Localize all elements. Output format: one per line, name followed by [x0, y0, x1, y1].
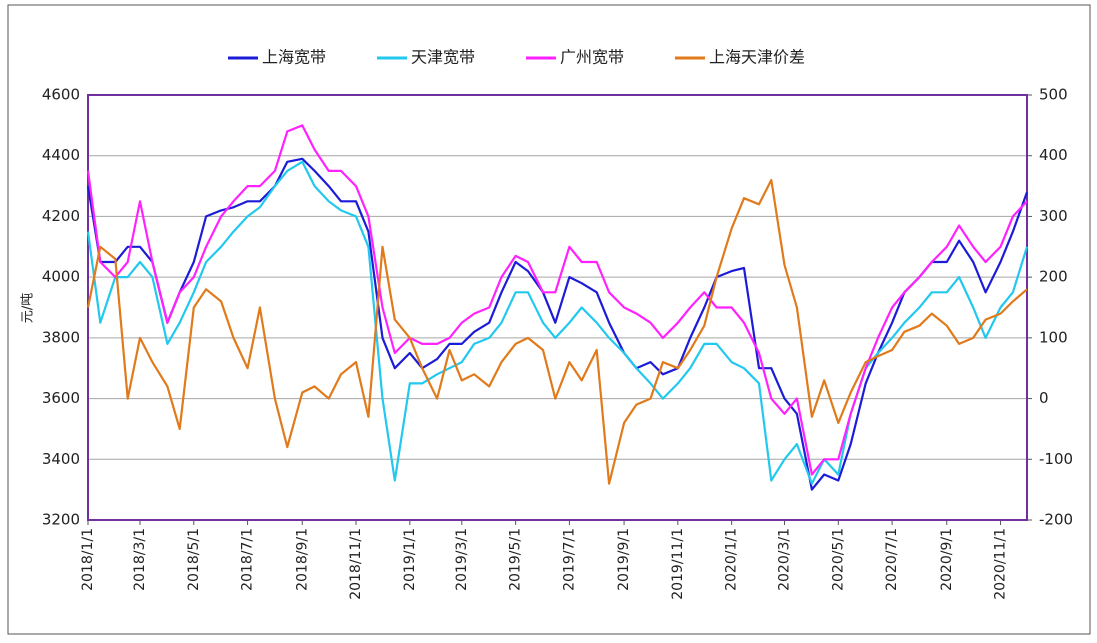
- frame: [7, 4, 1091, 635]
- y-axis-label: 元/吨: [21, 293, 36, 323]
- x-tick-label: 2020/5/1: [830, 528, 846, 591]
- x-tick-label: 2018/1/1: [80, 528, 96, 591]
- y2-tick-label: -100: [1039, 450, 1073, 468]
- x-tick-label: 2020/11/1: [993, 528, 1009, 600]
- series-line: [86, 160, 1029, 485]
- y2-tick-label: 300: [1039, 207, 1068, 225]
- x-tick-label: 2018/5/1: [186, 528, 202, 591]
- x-tick-label: 2020/1/1: [724, 528, 740, 591]
- y2-tick-label: 400: [1039, 146, 1068, 164]
- y-tick-label: 4200: [42, 207, 80, 225]
- y2-tick-label: 500: [1039, 86, 1068, 104]
- y-tick-label: 4600: [42, 86, 80, 104]
- x-tick-label: 2018/11/1: [348, 528, 364, 600]
- y2-tick-label: 200: [1039, 268, 1068, 286]
- x-tick-label: 2018/9/1: [294, 528, 310, 591]
- x-tick-label: 2020/3/1: [777, 528, 793, 591]
- x-tick-label: 2018/7/1: [240, 528, 256, 591]
- x-tick-label: 2019/5/1: [508, 528, 524, 591]
- y-tick-label: 3400: [42, 450, 80, 468]
- y2-tick-label: 100: [1039, 328, 1068, 346]
- legend-label: 上海天津价差: [709, 48, 805, 67]
- x-tick-label: 2019/7/1: [561, 528, 577, 591]
- y-tick-label: 4400: [42, 146, 80, 164]
- y2-tick-label: -200: [1039, 511, 1073, 529]
- x-tick-label: 2019/11/1: [670, 528, 686, 600]
- x-tick-label: 2019/9/1: [616, 528, 632, 591]
- x-tick-label: 2020/7/1: [884, 528, 900, 591]
- legend-label: 广州宽带: [560, 48, 624, 67]
- y2-tick-label: 0: [1039, 389, 1049, 407]
- legend-label: 上海宽带: [262, 48, 326, 67]
- y-tick-label: 3800: [42, 328, 80, 346]
- x-tick-label: 2020/9/1: [939, 528, 955, 591]
- x-tick-label: 2019/1/1: [402, 528, 418, 591]
- y-tick-label: 3600: [42, 389, 80, 407]
- x-tick-label: 2018/3/1: [132, 528, 148, 591]
- series-line: [86, 157, 1029, 491]
- series-line: [86, 124, 1028, 476]
- y-tick-label: 4000: [42, 268, 80, 286]
- series-line: [86, 178, 1028, 485]
- legend-label: 天津宽带: [411, 48, 475, 67]
- x-tick-label: 2019/3/1: [454, 528, 470, 591]
- y-tick-label: 3200: [42, 511, 80, 529]
